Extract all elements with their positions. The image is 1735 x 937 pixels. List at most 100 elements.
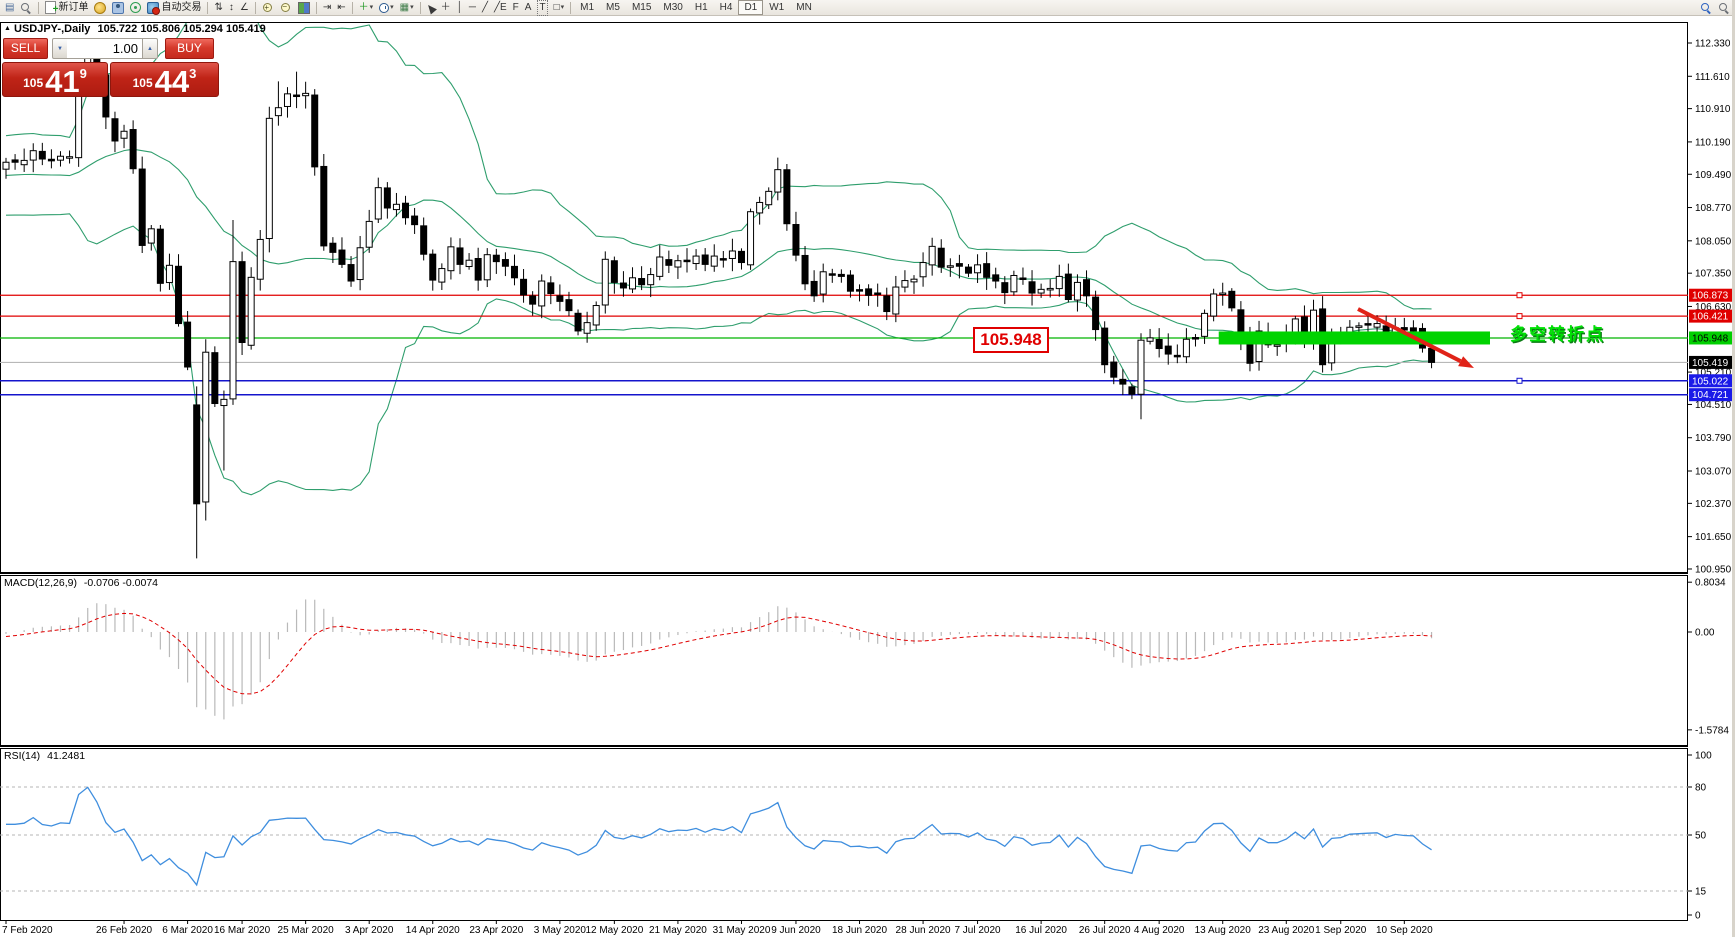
down-arrow-head [1458,356,1474,368]
rsi-line [6,786,1432,887]
cursor-button[interactable] [424,1,438,15]
svg-text:112.330: 112.330 [1695,39,1731,50]
buy-price-prefix: 105 [132,76,153,90]
one-click-trading-panel: SELL ▼ ▲ BUY 105 41 9 105 44 3 [2,36,220,132]
toolbar-separator [419,1,421,14]
ohlc-low: 105.294 [183,23,223,35]
timeframe-m15-button[interactable]: M15 [631,2,652,13]
volume-input[interactable] [67,38,143,59]
market-icon[interactable] [91,1,109,15]
crosshair-button[interactable]: ＋ [440,1,451,13]
line-chart-icon[interactable]: ∠ [239,1,249,13]
svg-text:26 Jul 2020: 26 Jul 2020 [1079,925,1131,936]
timeframe-m5-button[interactable]: M5 [606,2,620,13]
timeframe-h4-button[interactable]: H4 [719,2,733,13]
bollinger-bands [5,23,1432,496]
green-highlight-bar[interactable] [1218,331,1490,345]
svg-text:104.721: 104.721 [1692,390,1729,401]
templates-button[interactable]: ▦ ▾ [399,1,414,13]
zoom-in-icon[interactable] [259,1,277,15]
volume-increase-button[interactable]: ▲ [142,38,158,59]
svg-text:106.873: 106.873 [1692,291,1729,302]
bar-chart-icon[interactable]: ⇅ [214,1,223,13]
svg-text:105.419: 105.419 [1692,358,1729,369]
svg-text:4 Aug 2020: 4 Aug 2020 [1134,925,1185,936]
zoom-out-icon[interactable] [277,0,295,15]
svg-text:3 Apr 2020: 3 Apr 2020 [345,925,394,936]
svg-text:9 Jun 2020: 9 Jun 2020 [771,925,821,936]
ohlc-open: 105.722 [97,23,138,35]
svg-text:0.8034: 0.8034 [1695,578,1726,589]
svg-text:7 Feb 2020: 7 Feb 2020 [2,925,53,936]
timeframe-m1-button[interactable]: M1 [580,2,595,13]
tile-windows-icon[interactable] [295,1,313,15]
svg-text:25 Mar 2020: 25 Mar 2020 [278,925,335,936]
periods-button[interactable]: ▾ [376,1,397,15]
axis-price-flag [1689,309,1734,323]
svg-text:106.421: 106.421 [1692,312,1729,323]
macd-values: -0.0706 -0.0074 [83,577,159,589]
text-button[interactable]: A [524,1,532,13]
buy-price-pip: 3 [189,66,197,81]
toolbar-separator [38,1,40,14]
auto-scroll-icon[interactable]: ⇥ [322,1,332,13]
signals-icon[interactable] [127,1,144,15]
channel-button[interactable]: ╱E [493,1,507,13]
sell-price-pip: 9 [79,66,87,81]
svg-text:7 Jul 2020: 7 Jul 2020 [954,925,1001,936]
chart-shift-icon[interactable]: ⇤ [337,1,346,13]
ohlc-high: 105.806 [140,23,181,35]
macd-name: MACD(12,26,9) [4,577,77,589]
timeframe-d1-button[interactable]: D1 [738,0,764,15]
symbol-arrow-icon: ▲ [4,25,11,32]
chat-search-icon[interactable] [1715,1,1733,15]
line-handle [1516,377,1523,384]
svg-text:105.210: 105.210 [1695,368,1732,379]
turning-point-annotation[interactable]: 多空转折点 [1510,325,1605,344]
svg-text:103.790: 103.790 [1695,433,1732,444]
buy-button[interactable]: BUY [165,38,214,59]
sell-price-quote[interactable]: 105 41 9 [2,62,108,97]
horizontal-line-button[interactable]: ─ [468,1,476,13]
new-order-button[interactable]: 新订单 [42,1,91,17]
chart-title: ▲ USDJPY-,Daily 105.722 105.806 105.294 … [4,23,266,35]
svg-text:-1.5784: -1.5784 [1695,725,1729,736]
svg-text:31 May 2020: 31 May 2020 [713,925,771,936]
rsi-value: 41.2481 [47,750,86,762]
vertical-line-button[interactable]: │ [456,1,463,13]
timeframe-h1-button[interactable]: H1 [694,2,708,13]
auto-trading-button[interactable]: 自动交易 [144,1,204,15]
sell-button[interactable]: SELL [3,38,48,59]
macd-signal-line [5,612,1432,695]
svg-text:23 Apr 2020: 23 Apr 2020 [469,925,523,936]
community-icon[interactable] [109,1,127,15]
svg-text:28 Jun 2020: 28 Jun 2020 [896,925,951,936]
search-icon[interactable] [1697,1,1715,15]
svg-text:110.910: 110.910 [1695,104,1731,115]
label-button[interactable]: T [534,0,550,16]
axis-price-flag [1689,388,1734,402]
timeframe-w1-button[interactable]: W1 [769,2,785,13]
quotes-window-icon[interactable]: ▤ [5,1,15,13]
macd-histogram [5,599,1433,720]
rsi-pane-label: RSI(14) 41.2481 [4,750,85,762]
window-edge-scrollbar[interactable] [1732,0,1735,937]
toolbar-separator [351,1,353,14]
data-window-icon[interactable] [17,1,35,15]
candles [2,44,1436,559]
timeframe-mn-button[interactable]: MN [796,2,812,13]
timeframe-m30-button[interactable]: M30 [663,2,683,13]
candlestick-chart-icon[interactable]: ↕ [228,1,234,13]
indicators-button[interactable]: ＋ ▾ [358,1,374,13]
price-level-flag[interactable]: 105.948 [973,327,1049,353]
svg-text:100.950: 100.950 [1695,564,1732,575]
fibonacci-button[interactable]: F [512,1,519,13]
shapes-button[interactable]: □ ▾ [553,1,565,13]
svg-text:106.630: 106.630 [1695,302,1732,313]
buy-price-quote[interactable]: 105 44 3 [110,62,219,97]
svg-text:0.00: 0.00 [1695,628,1715,639]
trendline-button[interactable]: ╱ [481,1,488,13]
volume-decrease-button[interactable]: ▼ [52,38,68,59]
